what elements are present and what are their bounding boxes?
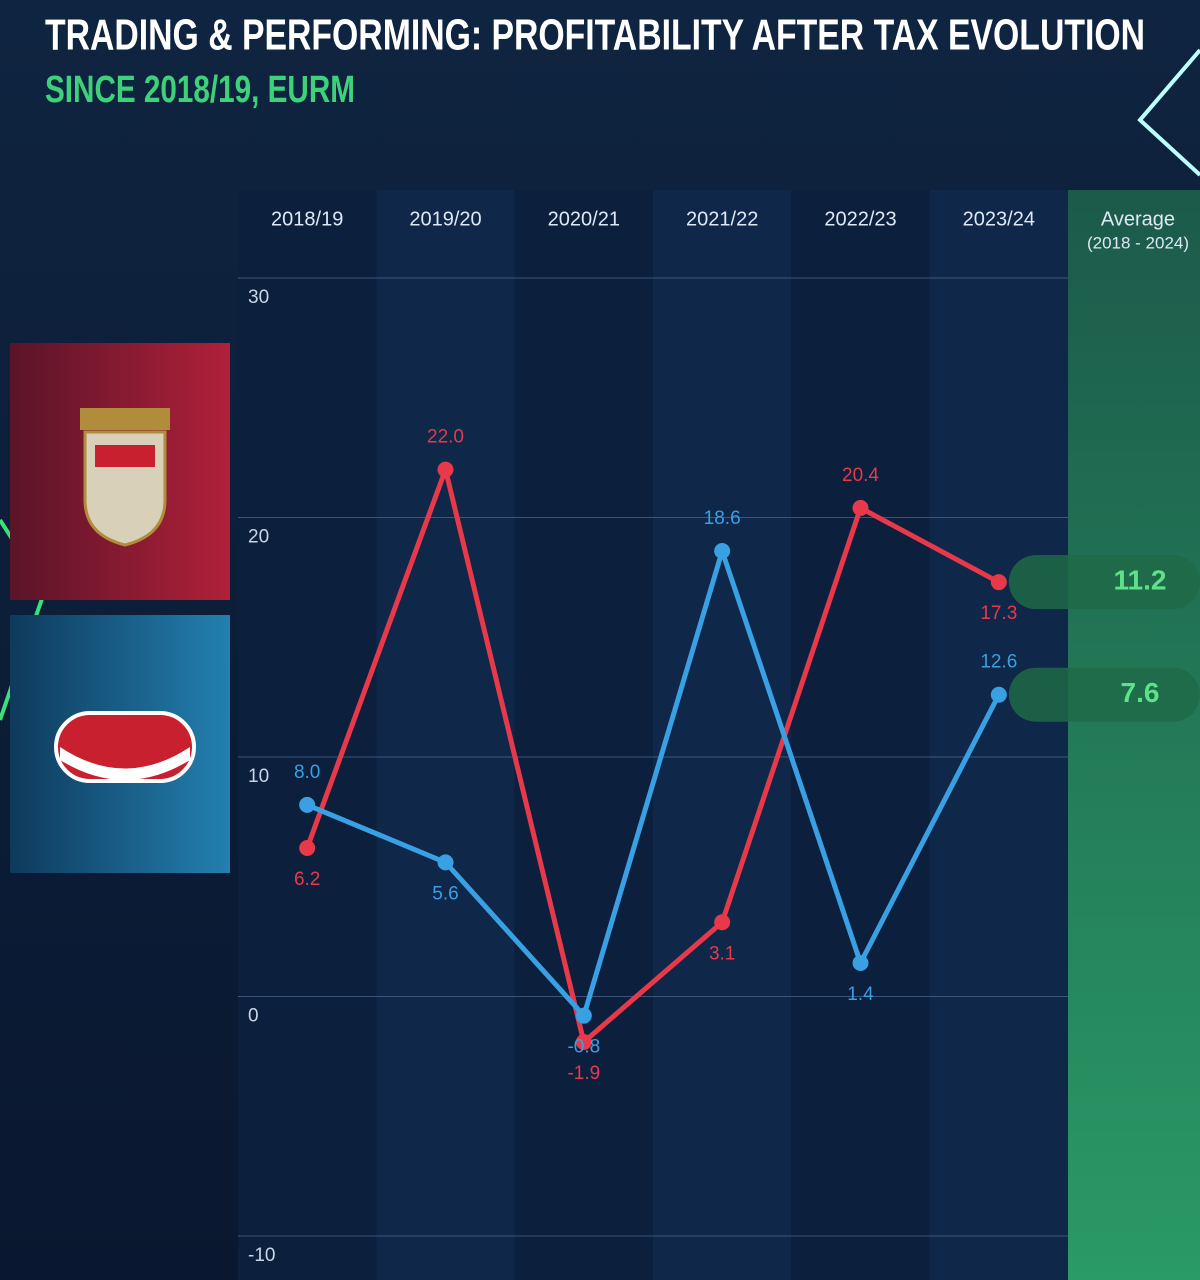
average-pill (1008, 667, 1200, 722)
data-label: 12.6 (980, 652, 1017, 673)
column-band (376, 190, 515, 1280)
x-tick-label: 2019/20 (409, 208, 481, 230)
data-label: 6.2 (294, 869, 320, 890)
x-tick-label: 2023/24 (963, 208, 1035, 230)
data-label: 5.6 (432, 883, 458, 904)
data-label: -0.8 (567, 1037, 600, 1058)
y-tick-label: 30 (248, 287, 269, 308)
data-point (714, 914, 731, 931)
data-point (990, 574, 1007, 591)
series-line (306, 548, 1002, 1019)
data-point (437, 461, 454, 478)
x-tick-label: 2021/22 (686, 208, 758, 230)
y-tick-label: 10 (248, 766, 269, 787)
data-point (852, 954, 869, 971)
data-label: 3.1 (709, 943, 735, 964)
average-value: 7.6 (1121, 677, 1160, 708)
data-point (437, 854, 454, 871)
data-label: -1.9 (567, 1063, 600, 1084)
average-column (1068, 190, 1200, 1280)
data-point (852, 499, 869, 516)
average-header: Average (1101, 208, 1175, 230)
chart-subtitle: SINCE 2018/19, EURM (45, 69, 355, 111)
average-period: (2018 - 2024) (1087, 233, 1189, 252)
y-tick-label: 0 (248, 1006, 259, 1027)
x-tick-label: 2018/19 (271, 208, 343, 230)
data-label: 1.4 (847, 984, 874, 1005)
decoration (1137, 48, 1200, 177)
data-label: 22.0 (427, 427, 464, 448)
column-band (514, 190, 653, 1280)
column-band (653, 190, 792, 1280)
data-point (990, 686, 1007, 703)
x-tick-label: 2020/21 (548, 208, 620, 230)
data-label: 18.6 (704, 508, 741, 529)
data-point (714, 543, 731, 560)
column-band (929, 190, 1068, 1280)
data-label: 8.0 (294, 762, 320, 783)
team-logo (54, 711, 196, 783)
data-point (575, 1034, 592, 1051)
y-tick-label: -10 (248, 1245, 275, 1266)
data-label: 17.3 (980, 603, 1017, 624)
series-line (304, 467, 1001, 1045)
data-point (299, 840, 316, 857)
chart-title: TRADING & PERFORMING: PROFITABILITY AFTE… (45, 11, 1145, 60)
x-tick-label: 2022/23 (824, 208, 896, 230)
data-label: 20.4 (842, 465, 879, 486)
y-tick-label: 20 (248, 527, 269, 548)
column-band (791, 190, 930, 1280)
average-pill (1008, 555, 1200, 610)
column-band (238, 190, 377, 1280)
data-point (299, 796, 316, 813)
average-value: 11.2 (1114, 565, 1167, 596)
data-point (575, 1007, 592, 1024)
team-logo (80, 408, 170, 547)
